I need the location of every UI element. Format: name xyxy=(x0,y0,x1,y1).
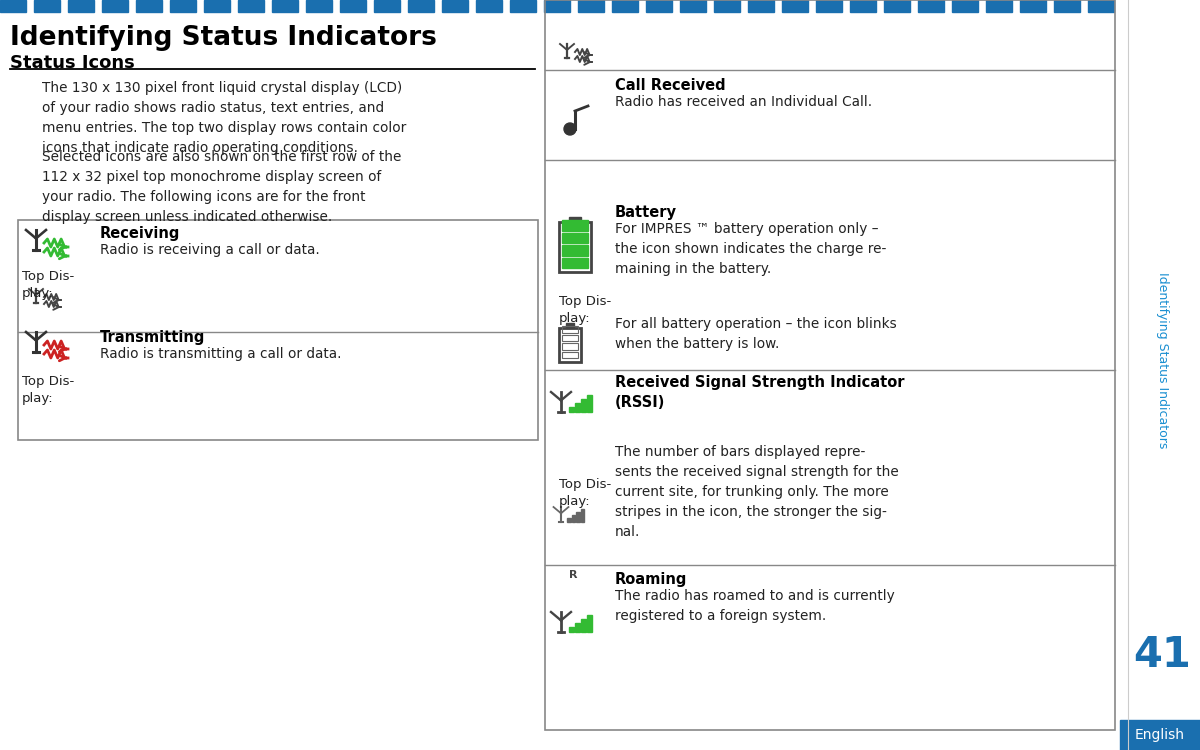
Bar xyxy=(136,0,162,12)
Bar xyxy=(714,0,740,12)
Bar xyxy=(884,0,910,12)
Text: For IMPRES ™ battery operation only –
the icon shown indicates the charge re-
ma: For IMPRES ™ battery operation only – th… xyxy=(616,222,887,276)
Bar xyxy=(559,222,592,272)
Text: Call Received: Call Received xyxy=(616,78,726,93)
Bar xyxy=(204,0,230,12)
Bar xyxy=(545,0,1115,730)
Bar xyxy=(1088,0,1114,12)
Bar xyxy=(68,0,94,12)
Bar xyxy=(562,245,588,256)
Bar xyxy=(918,0,944,12)
Bar xyxy=(646,0,672,12)
Circle shape xyxy=(564,123,576,135)
Bar xyxy=(569,407,574,412)
Bar xyxy=(1120,720,1200,750)
Bar xyxy=(568,518,571,522)
Bar xyxy=(581,509,584,522)
Bar xyxy=(575,623,580,632)
Bar xyxy=(986,0,1012,12)
Text: Identifying Status Indicators: Identifying Status Indicators xyxy=(1156,272,1169,448)
Bar xyxy=(510,0,536,12)
Bar xyxy=(0,0,26,12)
Bar xyxy=(581,399,586,412)
Text: 41: 41 xyxy=(1133,634,1190,676)
Text: Battery: Battery xyxy=(616,205,677,220)
Text: Radio is transmitting a call or data.: Radio is transmitting a call or data. xyxy=(100,347,342,361)
Bar xyxy=(575,403,580,412)
Text: Received Signal Strength Indicator
(RSSI): Received Signal Strength Indicator (RSSI… xyxy=(616,375,905,410)
Bar xyxy=(565,323,575,328)
Bar xyxy=(816,0,842,12)
Bar xyxy=(748,0,774,12)
Text: Transmitting: Transmitting xyxy=(100,330,205,345)
Bar xyxy=(34,0,60,12)
Bar xyxy=(587,395,592,412)
Text: For all battery operation – the icon blinks
when the battery is low.: For all battery operation – the icon bli… xyxy=(616,317,896,351)
Bar xyxy=(562,343,578,350)
Bar xyxy=(340,0,366,12)
Bar xyxy=(562,334,578,341)
Text: Roaming: Roaming xyxy=(616,572,688,587)
Bar xyxy=(562,220,588,230)
Text: R: R xyxy=(569,570,577,580)
Text: Identifying Status Indicators: Identifying Status Indicators xyxy=(10,25,437,51)
Text: Radio has received an Individual Call.: Radio has received an Individual Call. xyxy=(616,95,872,109)
Bar xyxy=(562,257,588,268)
Bar xyxy=(578,0,604,12)
Text: Radio is receiving a call or data.: Radio is receiving a call or data. xyxy=(100,243,319,257)
Bar xyxy=(562,352,578,358)
Bar xyxy=(569,217,581,222)
Bar xyxy=(306,0,332,12)
Text: Top Dis-
play:: Top Dis- play: xyxy=(559,295,611,325)
Text: Top Dis-
play:: Top Dis- play: xyxy=(22,270,74,300)
Bar xyxy=(850,0,876,12)
Bar xyxy=(576,512,580,522)
Bar xyxy=(442,0,468,12)
Bar xyxy=(476,0,502,12)
Bar xyxy=(408,0,434,12)
Text: The number of bars displayed repre-
sents the received signal strength for the
c: The number of bars displayed repre- sent… xyxy=(616,445,899,539)
Bar xyxy=(1054,0,1080,12)
Bar xyxy=(562,326,578,332)
Bar xyxy=(102,0,128,12)
Bar xyxy=(782,0,808,12)
Text: The 130 x 130 pixel front liquid crystal display (LCD)
of your radio shows radio: The 130 x 130 pixel front liquid crystal… xyxy=(42,81,407,155)
Text: The radio has roamed to and is currently
registered to a foreign system.: The radio has roamed to and is currently… xyxy=(616,589,895,623)
Bar xyxy=(170,0,196,12)
Bar xyxy=(1020,0,1046,12)
Bar xyxy=(562,232,588,243)
Text: Selected icons are also shown on the first row of the
112 x 32 pixel top monochr: Selected icons are also shown on the fir… xyxy=(42,150,401,224)
Bar xyxy=(559,328,581,362)
Text: Status Icons: Status Icons xyxy=(10,54,134,72)
Bar xyxy=(374,0,400,12)
Bar xyxy=(544,0,570,12)
Bar xyxy=(272,0,298,12)
Bar xyxy=(581,619,586,632)
Bar xyxy=(952,0,978,12)
Bar xyxy=(571,515,575,522)
Bar xyxy=(18,220,538,440)
Bar xyxy=(238,0,264,12)
Text: English: English xyxy=(1135,728,1186,742)
Bar xyxy=(569,627,574,632)
Bar xyxy=(587,615,592,632)
Text: Top Dis-
play:: Top Dis- play: xyxy=(22,375,74,405)
Bar xyxy=(612,0,638,12)
Bar xyxy=(680,0,706,12)
Text: Top Dis-
play:: Top Dis- play: xyxy=(559,478,611,508)
Text: Receiving: Receiving xyxy=(100,226,180,241)
